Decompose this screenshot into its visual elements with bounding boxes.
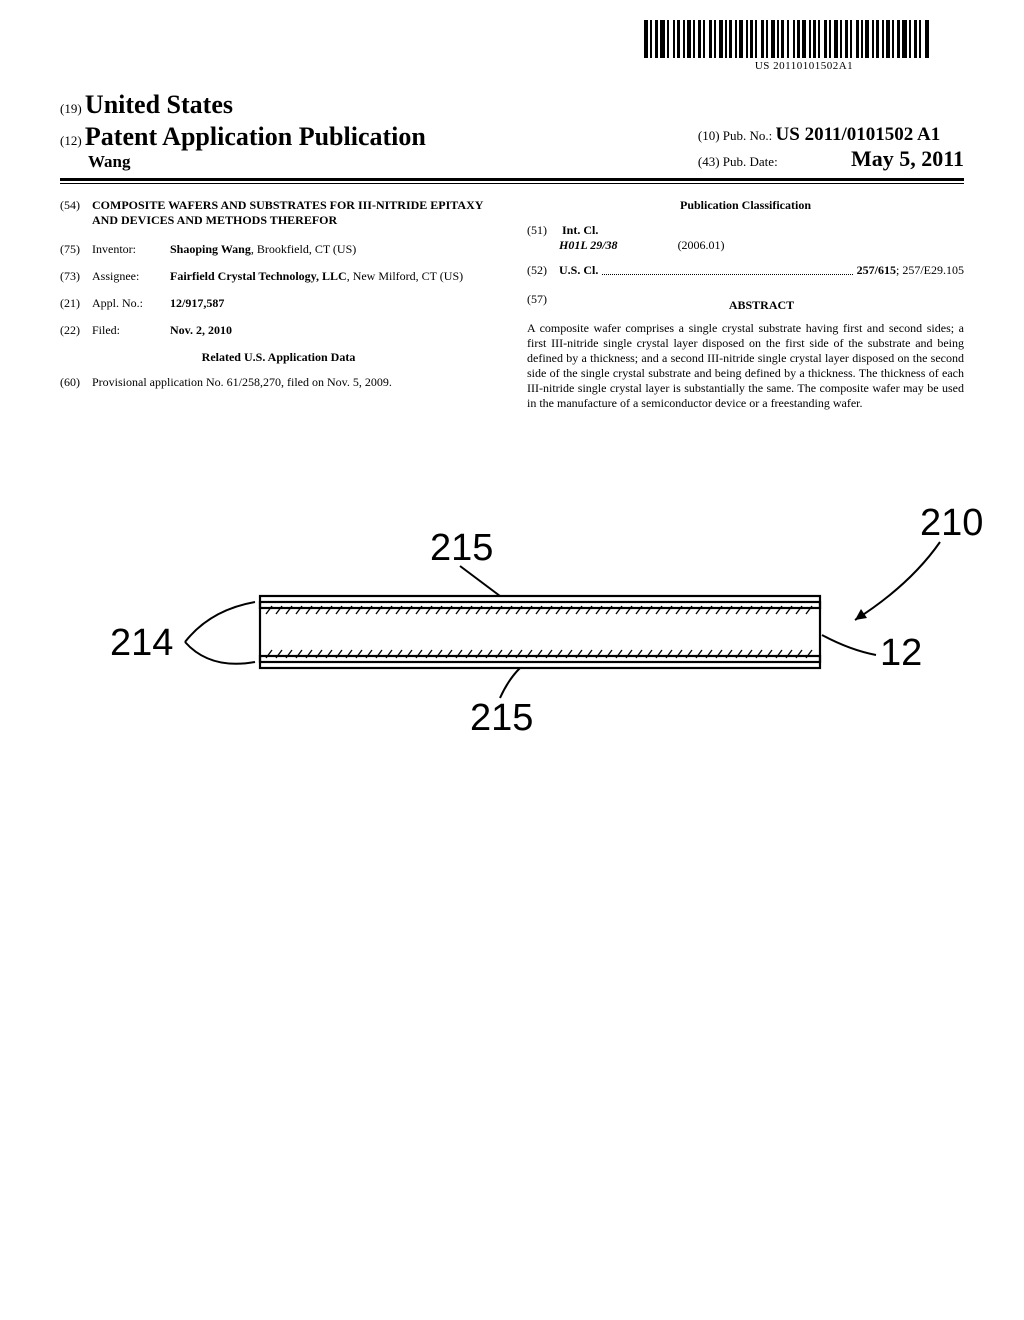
- left-column: (54) COMPOSITE WAFERS AND SUBSTRATES FOR…: [60, 198, 497, 411]
- svg-text:12: 12: [880, 632, 922, 674]
- intcl-date: (2006.01): [678, 238, 725, 253]
- intcl-num: (51): [527, 223, 559, 238]
- barcode-number: US 20110101502A1: [644, 60, 964, 72]
- svg-text:214: 214: [110, 622, 173, 664]
- title-block: (54) COMPOSITE WAFERS AND SUBSTRATES FOR…: [60, 198, 497, 228]
- applno-num: (21): [60, 296, 92, 311]
- pubdate-label: Pub. Date:: [723, 154, 778, 169]
- abstract-heading-row: (57) ABSTRACT: [527, 292, 964, 321]
- country-num: (19): [60, 101, 82, 116]
- barcode: [644, 20, 964, 58]
- assignee-num: (73): [60, 269, 92, 284]
- uscl-secondary: ; 257/E29.105: [896, 263, 964, 278]
- document-header: (19) United States (12) Patent Applicati…: [60, 90, 964, 184]
- inventor-label: Inventor:: [92, 242, 170, 257]
- assignee-loc: , New Milford, CT (US): [347, 269, 463, 283]
- figure-svg: 215 210 12 214 215: [0, 490, 1024, 770]
- invention-title: COMPOSITE WAFERS AND SUBSTRATES FOR III-…: [92, 198, 497, 228]
- svg-text:215: 215: [470, 697, 533, 739]
- header-author: Wang: [88, 152, 131, 171]
- pubno-label: Pub. No.:: [723, 128, 772, 143]
- related-heading: Related U.S. Application Data: [60, 350, 497, 365]
- filed-row: (22) Filed: Nov. 2, 2010: [60, 323, 497, 338]
- uscl-label: U.S. Cl.: [559, 263, 598, 278]
- provisional-row: (60) Provisional application No. 61/258,…: [60, 375, 497, 390]
- inventor-loc: , Brookfield, CT (US): [251, 242, 356, 256]
- svg-text:210: 210: [920, 502, 983, 544]
- filed-num: (22): [60, 323, 92, 338]
- header-country-line: (19) United States: [60, 90, 964, 120]
- abstract-heading: ABSTRACT: [559, 298, 964, 313]
- uscl-primary: 257/615: [857, 263, 896, 278]
- inventor-name: Shaoping Wang: [170, 242, 251, 256]
- inventor-row: (75) Inventor: Shaoping Wang, Brookfield…: [60, 242, 497, 257]
- pubno-num: (10): [698, 128, 720, 143]
- applno-row: (21) Appl. No.: 12/917,587: [60, 296, 497, 311]
- title-num: (54): [60, 198, 92, 228]
- pubno: US 2011/0101502 A1: [776, 124, 941, 145]
- patent-figure: 215 210 12 214 215: [0, 490, 1024, 770]
- intcl-block: (51) Int. Cl. H01L 29/38 (2006.01): [527, 223, 964, 253]
- intcl-code: H01L 29/38: [559, 238, 618, 253]
- header-left: (12) Patent Application Publication Wang: [60, 122, 426, 172]
- biblio-columns: (54) COMPOSITE WAFERS AND SUBSTRATES FOR…: [60, 198, 964, 411]
- pubdate-num: (43): [698, 154, 720, 169]
- pubdate: May 5, 2011: [851, 146, 964, 171]
- pubtype-num: (12): [60, 133, 82, 148]
- header-rule-thick: [60, 178, 964, 181]
- filed-value: Nov. 2, 2010: [170, 323, 497, 338]
- pubtype: Patent Application Publication: [85, 122, 426, 151]
- assignee-label: Assignee:: [92, 269, 170, 284]
- uscl-num: (52): [527, 263, 559, 278]
- assignee-value: Fairfield Crystal Technology, LLC, New M…: [170, 269, 497, 284]
- filed-date: Nov. 2, 2010: [170, 323, 232, 337]
- right-column: Publication Classification (51) Int. Cl.…: [527, 198, 964, 411]
- header-right: (10) Pub. No.: US 2011/0101502 A1 (43) P…: [698, 124, 964, 172]
- header-rule-thin: [60, 183, 964, 184]
- country: United States: [85, 90, 233, 119]
- inventor-value: Shaoping Wang, Brookfield, CT (US): [170, 242, 497, 257]
- assignee-row: (73) Assignee: Fairfield Crystal Technol…: [60, 269, 497, 284]
- uscl-row: (52) U.S. Cl. 257/615; 257/E29.105: [527, 263, 964, 278]
- provisional-text: Provisional application No. 61/258,270, …: [92, 375, 497, 390]
- abstract-text: A composite wafer comprises a single cry…: [527, 321, 964, 411]
- applno: 12/917,587: [170, 296, 224, 310]
- intcl-label: Int. Cl.: [562, 223, 598, 237]
- provisional-num: (60): [60, 375, 92, 390]
- abstract-num: (57): [527, 292, 559, 321]
- barcode-region: US 20110101502A1: [644, 20, 964, 72]
- inventor-num: (75): [60, 242, 92, 257]
- svg-text:215: 215: [430, 527, 493, 569]
- assignee-name: Fairfield Crystal Technology, LLC: [170, 269, 347, 283]
- applno-value: 12/917,587: [170, 296, 497, 311]
- classification-heading: Publication Classification: [527, 198, 964, 213]
- filed-label: Filed:: [92, 323, 170, 338]
- uscl-dots: [602, 263, 852, 275]
- applno-label: Appl. No.:: [92, 296, 170, 311]
